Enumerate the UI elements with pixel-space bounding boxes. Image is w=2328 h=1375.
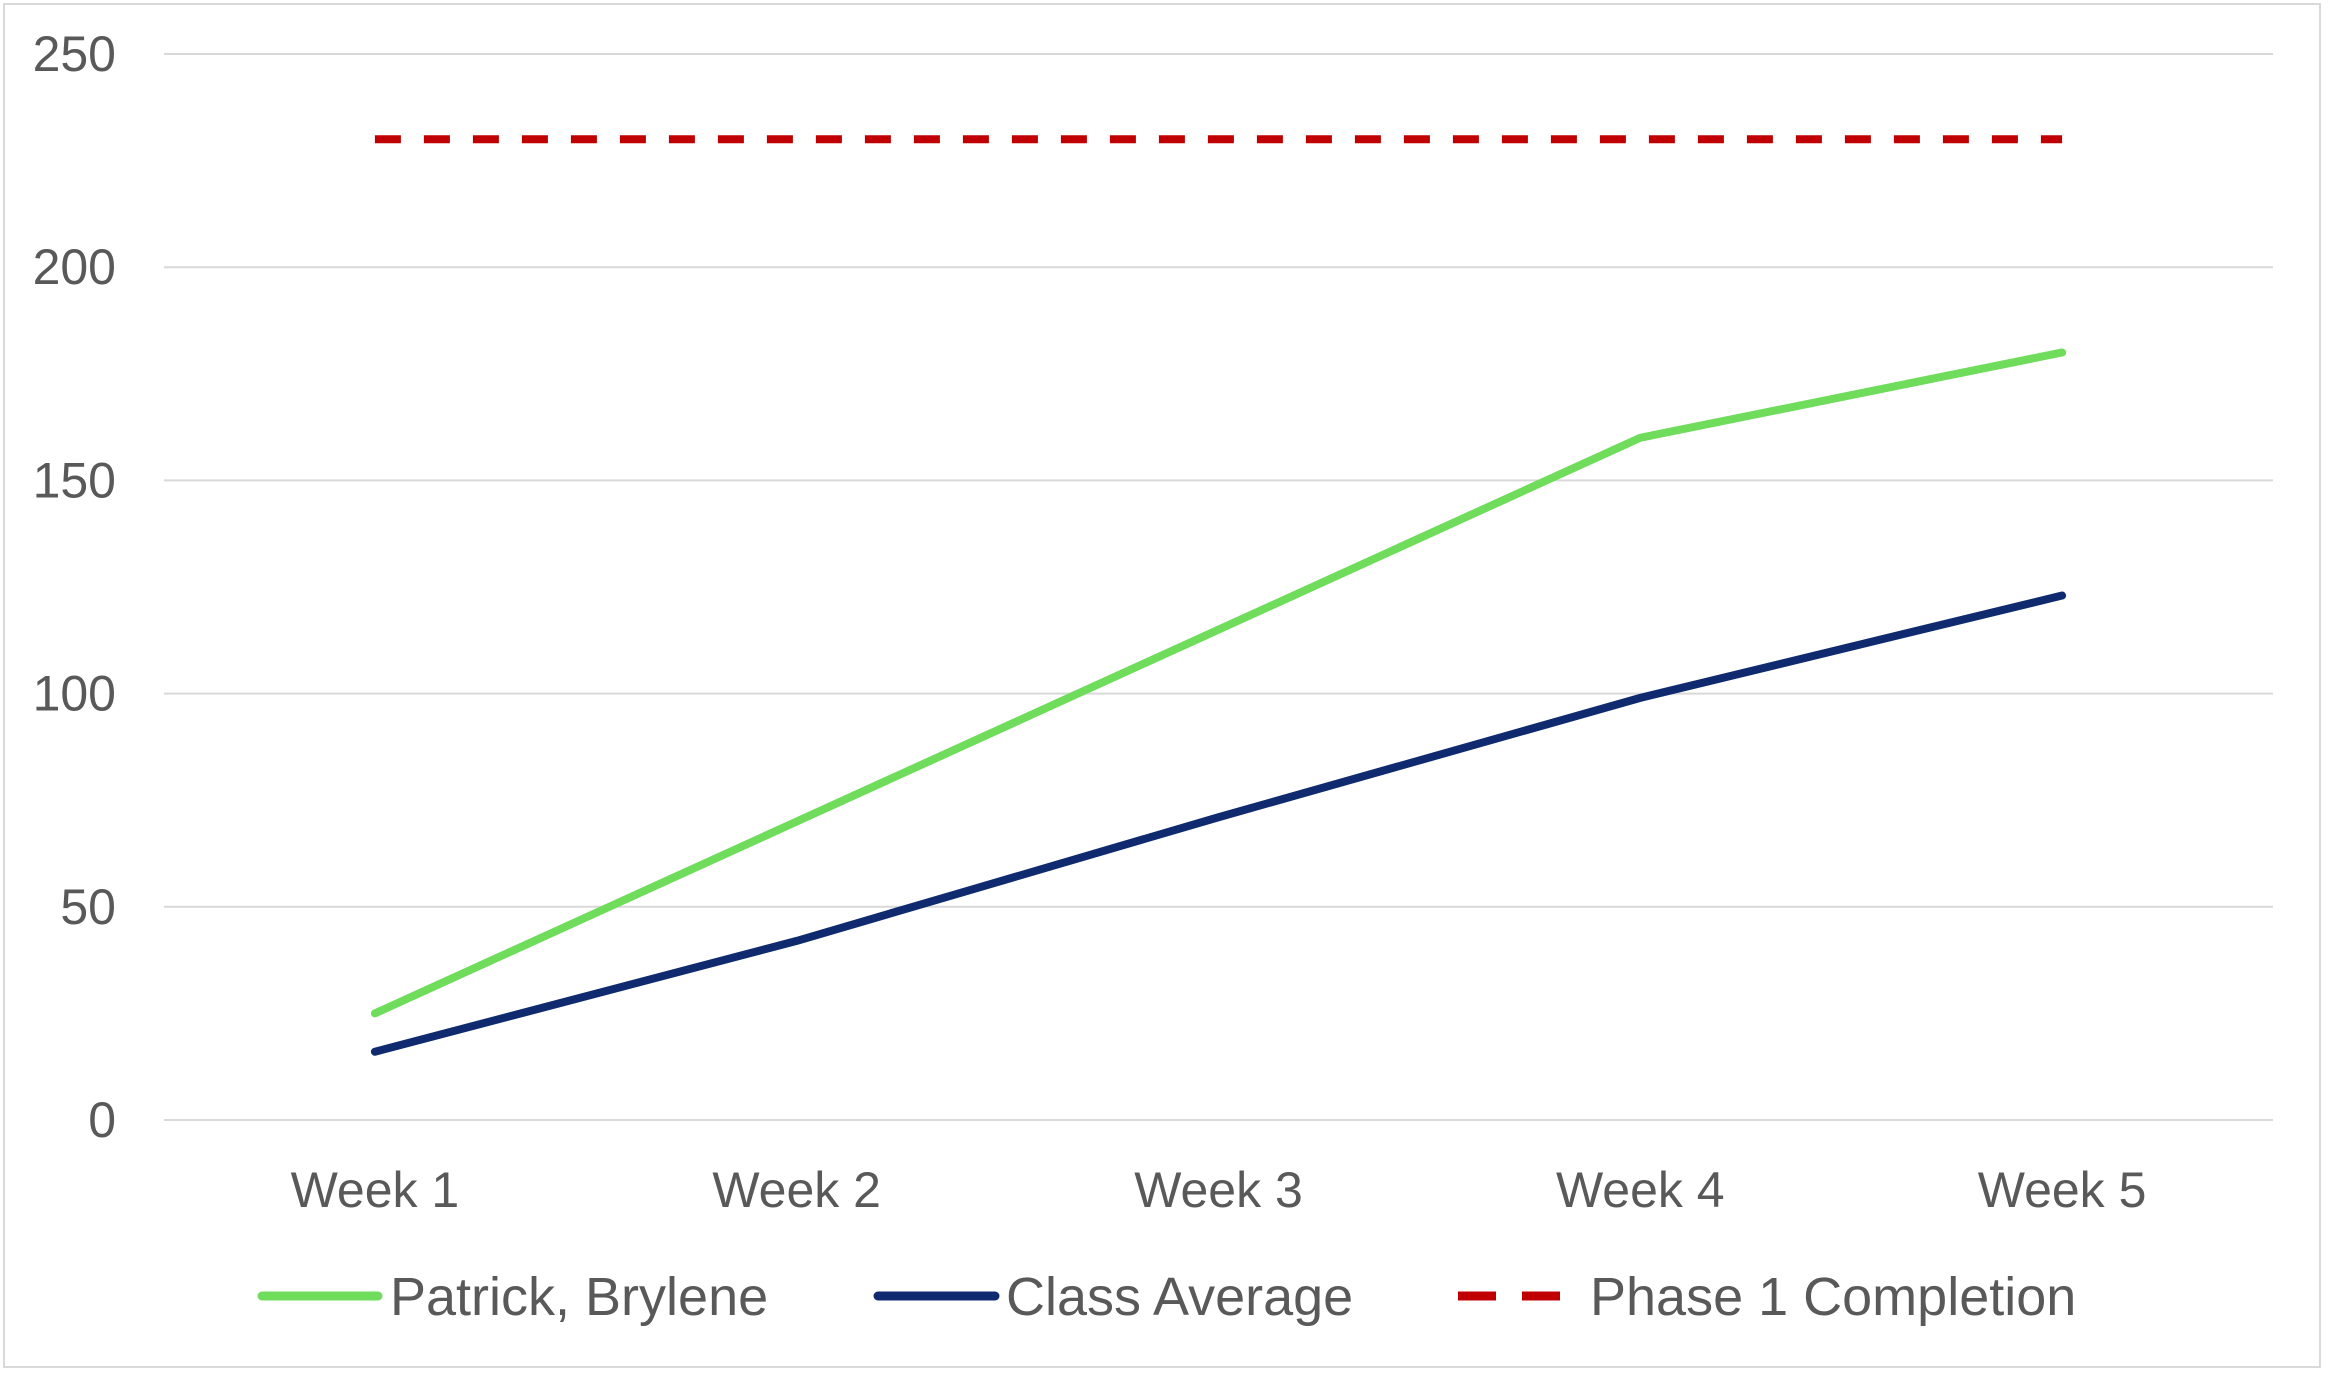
legend: Patrick, Brylene Class Average Phase 1 Com… <box>257 1267 2076 1327</box>
y-tick-label: 100 <box>33 666 116 722</box>
legend-label: Class Average <box>1006 1267 1353 1327</box>
legend-item: Patrick, Brylene <box>257 1267 768 1327</box>
series-lines <box>370 135 2067 1056</box>
x-tick-label: Week 5 <box>1978 1162 2147 1218</box>
legend-label: Phase 1 Completion <box>1590 1267 2076 1327</box>
y-tick-label: 0 <box>88 1092 116 1148</box>
legend-item: Class Average <box>873 1267 1353 1327</box>
chart-frame <box>3 3 2321 1368</box>
y-axis-tick-labels: 0 50 100 150 200 250 <box>33 26 116 1148</box>
x-tick-label: Week 2 <box>712 1162 881 1218</box>
series-line-1 <box>370 591 2067 1056</box>
legend-label: Patrick, Brylene <box>390 1267 768 1327</box>
legend-item: Phase 1 Completion <box>1458 1267 2076 1327</box>
x-tick-label: Week 4 <box>1556 1162 1725 1218</box>
x-tick-label: Week 3 <box>1134 1162 1303 1218</box>
y-tick-label: 150 <box>33 452 116 508</box>
y-tick-label: 250 <box>33 26 116 82</box>
x-axis-tick-labels: Week 1 Week 2 Week 3 Week 4 Week 5 <box>291 1162 2147 1218</box>
series-line-0 <box>370 348 2067 1018</box>
y-tick-label: 200 <box>33 239 116 295</box>
y-tick-label: 50 <box>60 879 116 935</box>
x-tick-label: Week 1 <box>291 1162 460 1218</box>
gridlines <box>164 53 2273 1121</box>
